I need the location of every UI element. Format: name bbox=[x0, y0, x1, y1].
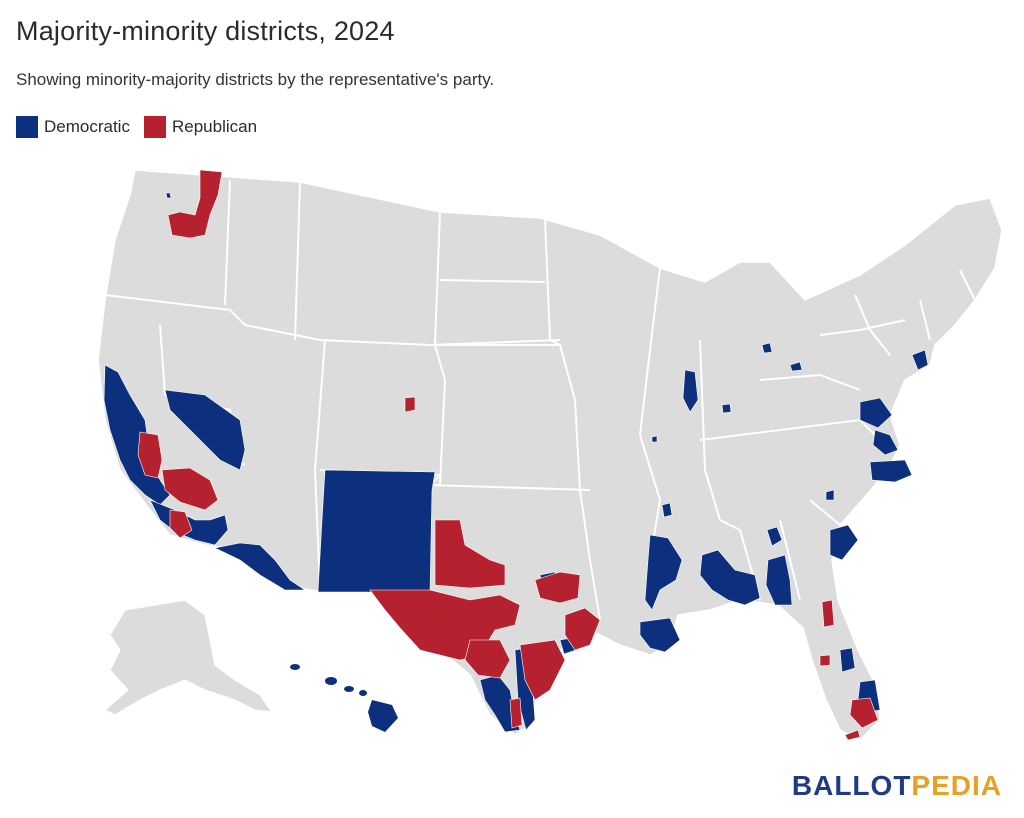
district-nc-east-dem bbox=[825, 489, 835, 501]
district-north-carolina-dem bbox=[869, 459, 913, 483]
district-seattle-dem bbox=[165, 192, 172, 199]
district-colorado-rep bbox=[404, 396, 416, 413]
us-map bbox=[97, 169, 1003, 741]
district-new-mexico-dem bbox=[317, 469, 436, 593]
district-south-carolina-dem bbox=[829, 524, 859, 561]
district-texas-south-dem bbox=[479, 674, 521, 733]
legend-item-democratic: Democratic bbox=[16, 116, 130, 138]
district-ca-inland-rep bbox=[161, 467, 219, 511]
state-borders bbox=[104, 179, 976, 621]
hawaii-islands bbox=[290, 664, 398, 732]
district-ca-central-rep bbox=[137, 431, 163, 479]
district-miami-rep bbox=[849, 697, 879, 729]
district-dallas-rep bbox=[534, 571, 581, 604]
district-arizona-dem bbox=[214, 542, 306, 591]
district-ny-dem bbox=[911, 349, 929, 371]
district-texas-south-rep bbox=[464, 639, 511, 679]
brand-part-pedia: PEDIA bbox=[911, 770, 1002, 801]
legend-item-republican: Republican bbox=[143, 116, 258, 138]
legend-label-democratic: Democratic bbox=[44, 117, 130, 136]
district-ca-south-rep bbox=[169, 509, 193, 539]
brand-part-ballot: BALLOT bbox=[791, 770, 912, 801]
district-detroit-dem bbox=[761, 342, 773, 354]
legend-label-republican: Republican bbox=[171, 117, 258, 136]
district-illinois-dem bbox=[682, 369, 699, 413]
chart-title: Majority-minority districts, 2024 bbox=[16, 16, 395, 46]
district-texas-panhandle-rep bbox=[434, 519, 506, 589]
district-georgia-dem bbox=[765, 554, 793, 606]
district-florida-north-rep bbox=[821, 599, 835, 628]
chart-subtitle: Showing minority-majority districts by t… bbox=[16, 70, 495, 89]
district-indianapolis-dem bbox=[721, 403, 732, 414]
district-keys-rep bbox=[844, 729, 861, 741]
ballotpedia-logo: BALLOTPEDIA bbox=[792, 770, 1002, 802]
district-tennessee-dem bbox=[661, 502, 673, 518]
district-alabama-dem bbox=[699, 549, 761, 606]
alaska-shape bbox=[103, 599, 274, 716]
district-virginia-dem bbox=[872, 429, 899, 456]
district-mississippi-dem bbox=[644, 534, 683, 611]
district-atlanta-dem bbox=[766, 526, 783, 547]
district-maryland-dem bbox=[859, 397, 893, 429]
district-st-louis-dem bbox=[651, 435, 658, 443]
district-florida-dem bbox=[839, 647, 856, 673]
district-texas-coast-rep bbox=[519, 639, 566, 701]
district-texas-east-rep bbox=[564, 607, 601, 651]
district-nevada-dem bbox=[164, 389, 246, 471]
legend-swatch-republican bbox=[143, 116, 166, 138]
legend: Democratic Republican bbox=[16, 116, 257, 138]
district-cleveland-dem bbox=[789, 361, 803, 372]
district-washington-rep bbox=[167, 169, 223, 239]
republican-districts bbox=[137, 169, 879, 741]
legend-swatch-democratic bbox=[16, 116, 38, 138]
district-rgv-rep bbox=[509, 697, 523, 729]
district-louisiana-dem bbox=[639, 617, 681, 653]
district-florida-west-rep bbox=[819, 654, 831, 667]
